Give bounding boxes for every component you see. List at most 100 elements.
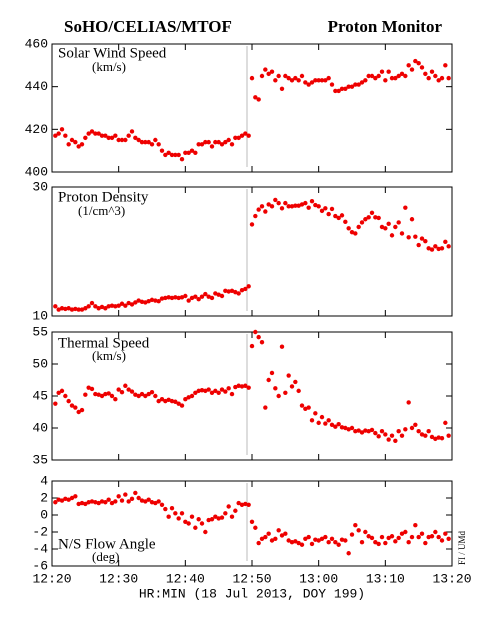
data-point [76, 409, 81, 415]
data-point [326, 540, 331, 545]
data-point [366, 429, 371, 434]
data-point [353, 523, 358, 528]
data-point [253, 95, 258, 100]
data-point [79, 407, 85, 413]
data-point [103, 306, 108, 311]
data-point [56, 131, 61, 136]
data-point [236, 135, 241, 141]
data-point [179, 403, 185, 408]
data-point [109, 135, 115, 141]
data-point [249, 343, 255, 349]
data-point [419, 531, 425, 536]
data-point [136, 393, 141, 399]
data-point [436, 246, 441, 252]
data-point [146, 139, 151, 145]
y-tick-label: 4 [40, 473, 48, 488]
data-point [416, 242, 421, 248]
data-point [296, 540, 301, 546]
data-point [109, 303, 115, 308]
data-point [53, 500, 58, 505]
data-point [373, 540, 378, 545]
data-point [139, 498, 145, 503]
data-point [199, 521, 205, 526]
data-point [73, 494, 78, 499]
data-point [146, 497, 151, 502]
data-point [429, 534, 435, 539]
data-point [356, 428, 361, 433]
data-point [379, 224, 385, 230]
data-point [129, 129, 135, 134]
data-point [386, 437, 391, 442]
data-point [379, 429, 385, 434]
data-point [176, 295, 181, 301]
data-point [366, 73, 371, 79]
data-point [343, 538, 348, 543]
data-point [339, 86, 345, 92]
data-point [273, 197, 278, 203]
data-point [293, 539, 298, 544]
data-point [333, 88, 338, 94]
data-point [173, 152, 178, 158]
data-point [116, 494, 121, 499]
data-point [73, 405, 78, 410]
data-point [149, 500, 155, 505]
data-point [439, 246, 445, 251]
data-point [179, 295, 185, 300]
data-point [139, 391, 145, 397]
data-point [423, 71, 428, 77]
data-point [309, 198, 315, 204]
data-point [279, 533, 285, 538]
data-point [79, 142, 85, 147]
data-point [159, 397, 165, 402]
data-point [173, 295, 178, 300]
data-point [439, 436, 445, 441]
data-point [149, 297, 155, 303]
data-point [303, 200, 308, 206]
data-point [186, 521, 191, 526]
data-point [213, 388, 218, 394]
data-point [139, 299, 145, 305]
data-point [393, 539, 398, 544]
data-point [143, 300, 148, 305]
data-point [349, 425, 355, 431]
data-point [183, 293, 188, 299]
data-point [249, 222, 255, 227]
data-point [83, 501, 88, 507]
data-point [443, 531, 448, 536]
data-point [143, 499, 148, 504]
data-point [86, 131, 91, 136]
data-point [219, 387, 225, 392]
data-point [119, 389, 125, 395]
data-point [296, 388, 301, 394]
data-point [423, 433, 428, 438]
data-point [263, 534, 268, 540]
data-point [233, 384, 238, 390]
data-point [293, 75, 298, 81]
data-point [66, 497, 71, 502]
data-point [329, 206, 335, 212]
data-point [73, 139, 78, 145]
data-point [226, 386, 231, 391]
data-point [376, 215, 381, 221]
data-point [106, 304, 111, 309]
data-point [79, 307, 85, 312]
panel-title: Thermal Speed [58, 335, 150, 351]
data-point [349, 84, 355, 89]
data-point [206, 139, 211, 145]
panel-title: Proton Density [58, 189, 149, 205]
data-point [96, 131, 101, 136]
data-point [299, 202, 305, 207]
data-point [189, 148, 195, 153]
data-point [423, 540, 428, 546]
data-point [113, 304, 118, 309]
data-point [103, 391, 108, 397]
data-point [189, 514, 195, 519]
data-point [99, 499, 105, 504]
data-point [319, 414, 325, 420]
data-point [219, 142, 225, 147]
data-point [273, 536, 278, 541]
data-point [339, 537, 345, 542]
data-point [426, 534, 431, 540]
data-point [343, 425, 348, 431]
